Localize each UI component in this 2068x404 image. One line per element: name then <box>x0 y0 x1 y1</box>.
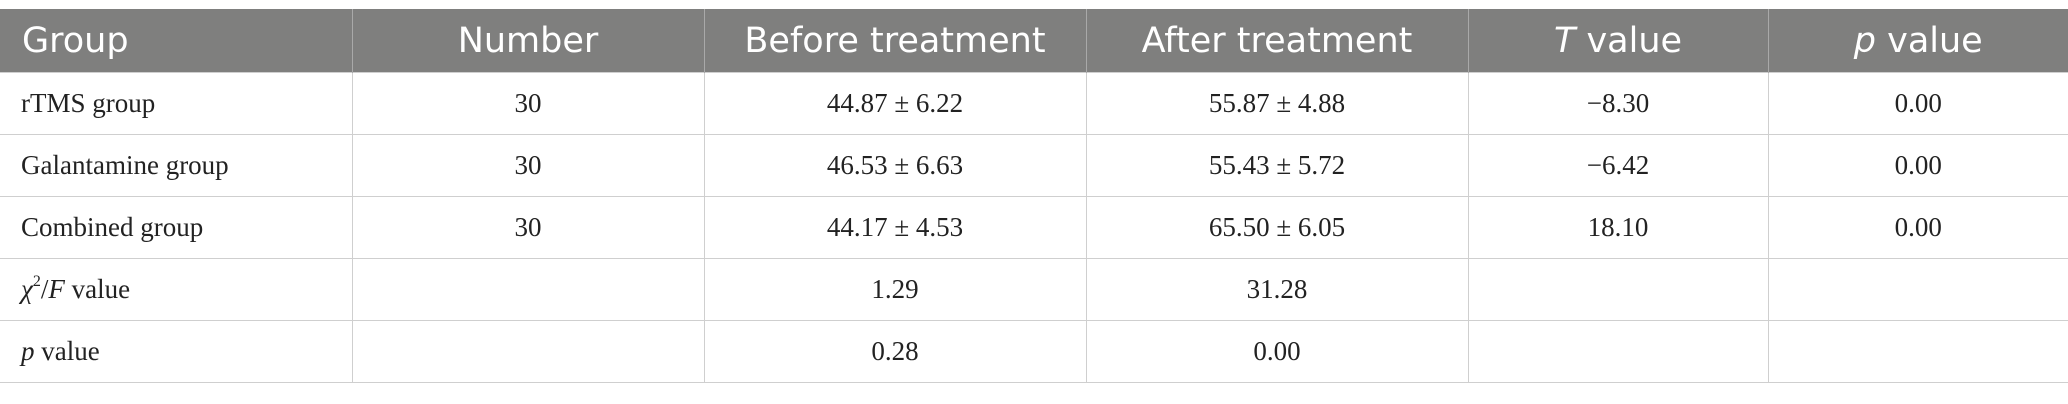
header-t-value: T value <box>1467 9 1768 73</box>
cell-after: 65.50 ± 6.05 <box>1085 196 1468 259</box>
cell-p-value: 0.00 <box>1767 134 2068 197</box>
row-label-p-value: p value <box>0 320 352 383</box>
cell-number <box>351 320 704 383</box>
header-row: Group Number Before treatment After trea… <box>0 9 2068 73</box>
cell-t-value <box>1467 258 1768 321</box>
cell-t-value: −6.42 <box>1467 134 1768 197</box>
header-p-value: p value <box>1767 9 2068 73</box>
cell-before: 44.17 ± 4.53 <box>703 196 1086 259</box>
table-row: p value 0.28 0.00 <box>0 320 2068 383</box>
cell-before: 44.87 ± 6.22 <box>703 72 1086 135</box>
cell-before: 46.53 ± 6.63 <box>703 134 1086 197</box>
cell-number: 30 <box>351 134 704 197</box>
header-number: Number <box>351 9 704 73</box>
header-before-treatment: Before treatment <box>703 9 1086 73</box>
table-row: Combined group 30 44.17 ± 4.53 65.50 ± 6… <box>0 196 2068 259</box>
cell-after: 0.00 <box>1085 320 1468 383</box>
cell-p-value: 0.00 <box>1767 196 2068 259</box>
cell-t-value: 18.10 <box>1467 196 1768 259</box>
cell-p-value <box>1767 320 2068 383</box>
row-label-chi-f-value: χ2/F value <box>0 258 352 321</box>
results-table: Group Number Before treatment After trea… <box>0 9 2068 383</box>
cell-after: 55.43 ± 5.72 <box>1085 134 1468 197</box>
cell-number: 30 <box>351 196 704 259</box>
cell-t-value: −8.30 <box>1467 72 1768 135</box>
cell-number: 30 <box>351 72 704 135</box>
cell-t-value <box>1467 320 1768 383</box>
header-after-treatment: After treatment <box>1085 9 1468 73</box>
cell-after: 31.28 <box>1085 258 1468 321</box>
cell-after: 55.87 ± 4.88 <box>1085 72 1468 135</box>
table-row: χ2/F value 1.29 31.28 <box>0 258 2068 321</box>
cell-before: 0.28 <box>703 320 1086 383</box>
cell-p-value <box>1767 258 2068 321</box>
cell-p-value: 0.00 <box>1767 72 2068 135</box>
row-label: Combined group <box>0 196 352 259</box>
table-row: rTMS group 30 44.87 ± 6.22 55.87 ± 4.88 … <box>0 72 2068 135</box>
header-group: Group <box>0 9 352 73</box>
cell-before: 1.29 <box>703 258 1086 321</box>
table-row: Galantamine group 30 46.53 ± 6.63 55.43 … <box>0 134 2068 197</box>
row-label: Galantamine group <box>0 134 352 197</box>
results-table-container: Group Number Before treatment After trea… <box>0 9 2068 383</box>
row-label: rTMS group <box>0 72 352 135</box>
cell-number <box>351 258 704 321</box>
